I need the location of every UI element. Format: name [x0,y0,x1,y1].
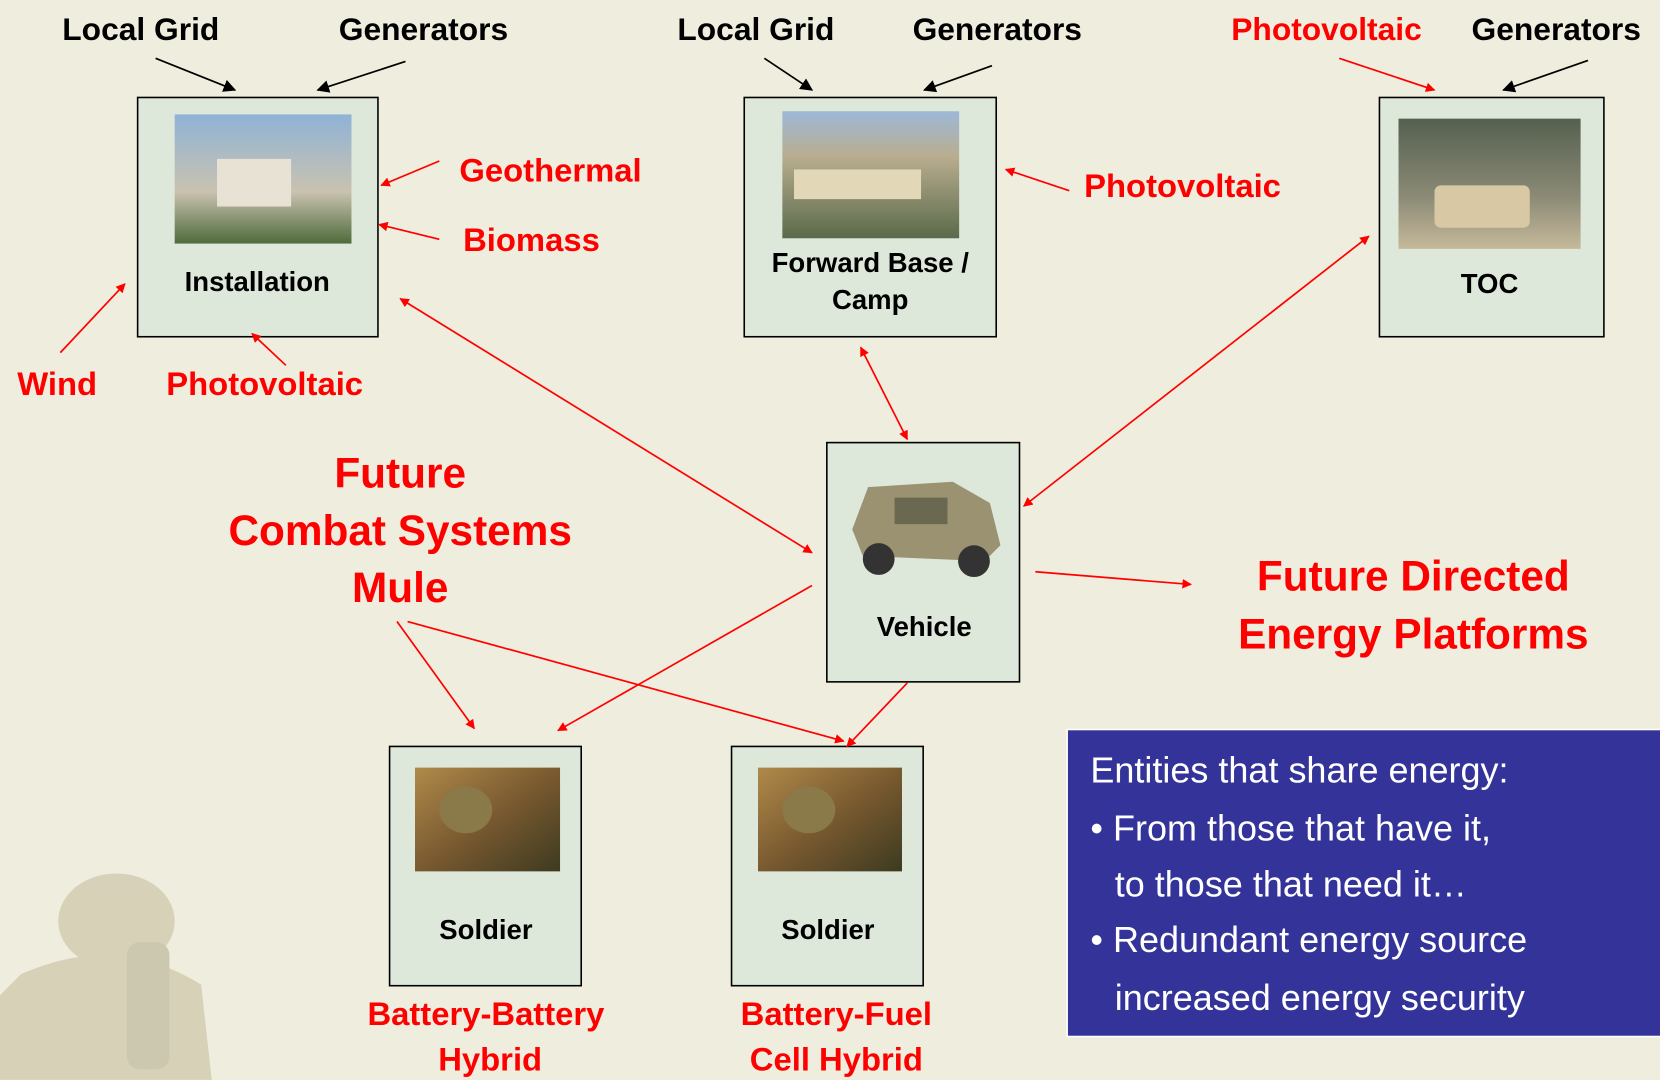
helmet [439,786,493,834]
source-label: Photovoltaic [166,365,363,402]
arrow [380,160,440,187]
tent [794,169,922,200]
helmet [782,786,836,834]
arrow [407,620,845,744]
arrow [859,346,909,441]
arrow [155,57,237,92]
mule-label: Combat Systems [228,507,571,554]
arrow [396,621,475,730]
note-line: • From those that have it, [1090,808,1491,849]
arrows [59,57,1589,748]
top-label: Photovoltaic [1231,11,1422,47]
node-label: TOC [1461,268,1519,299]
arrow [316,60,406,93]
top-label: Local Grid [62,11,219,47]
arrow [1004,167,1070,192]
note-line: to those that need it… [1115,864,1467,905]
arrow [557,584,813,732]
note-heading: Entities that share energy: [1090,749,1508,790]
arrow [923,64,993,93]
arrow [1022,235,1370,507]
top-label: Generators [913,11,1082,47]
vehicle-photo [852,481,1001,578]
node-label: Soldier [439,914,533,945]
note-line: • Redundant energy source [1090,919,1527,960]
background-silhouette [0,873,212,1080]
node-label: Forward Base / [772,247,970,278]
arrow [59,283,126,354]
mule-label: Mule [352,564,448,611]
source-label: Wind [17,365,97,402]
arrow [763,57,814,91]
node-label: Vehicle [877,611,972,642]
mule-label: Future [334,450,466,497]
directed-energy-label: Energy Platforms [1238,611,1589,658]
building [217,158,292,207]
source-label: Geothermal [459,151,641,188]
arrow [1502,59,1589,93]
node-label: Installation [185,266,330,297]
humvee [1434,185,1530,228]
arrow [1338,57,1436,92]
note-box [1066,728,1660,1038]
top-label: Generators [1472,11,1641,47]
arrow [378,221,440,241]
arrow [251,332,287,366]
node-caption: Battery-Fuel [741,995,932,1032]
node-label: Camp [832,284,908,315]
node-boxes [136,96,1605,987]
node-caption: Battery-Battery [367,995,605,1032]
source-label: Photovoltaic [1084,167,1281,204]
top-label: Local Grid [677,11,834,47]
vehicle-box [826,441,1021,683]
note-line: increased energy security [1115,977,1525,1018]
directed-energy-label: Future Directed [1257,552,1570,599]
arrow [399,297,813,554]
arrow [1035,570,1192,589]
node-label: Soldier [781,914,875,945]
source-label: Biomass [463,221,600,258]
arrow [846,682,908,748]
top-label: Generators [339,11,508,47]
node-caption: Hybrid [438,1041,542,1078]
node-caption: Cell Hybrid [750,1041,923,1078]
toc-photo [1398,118,1581,249]
